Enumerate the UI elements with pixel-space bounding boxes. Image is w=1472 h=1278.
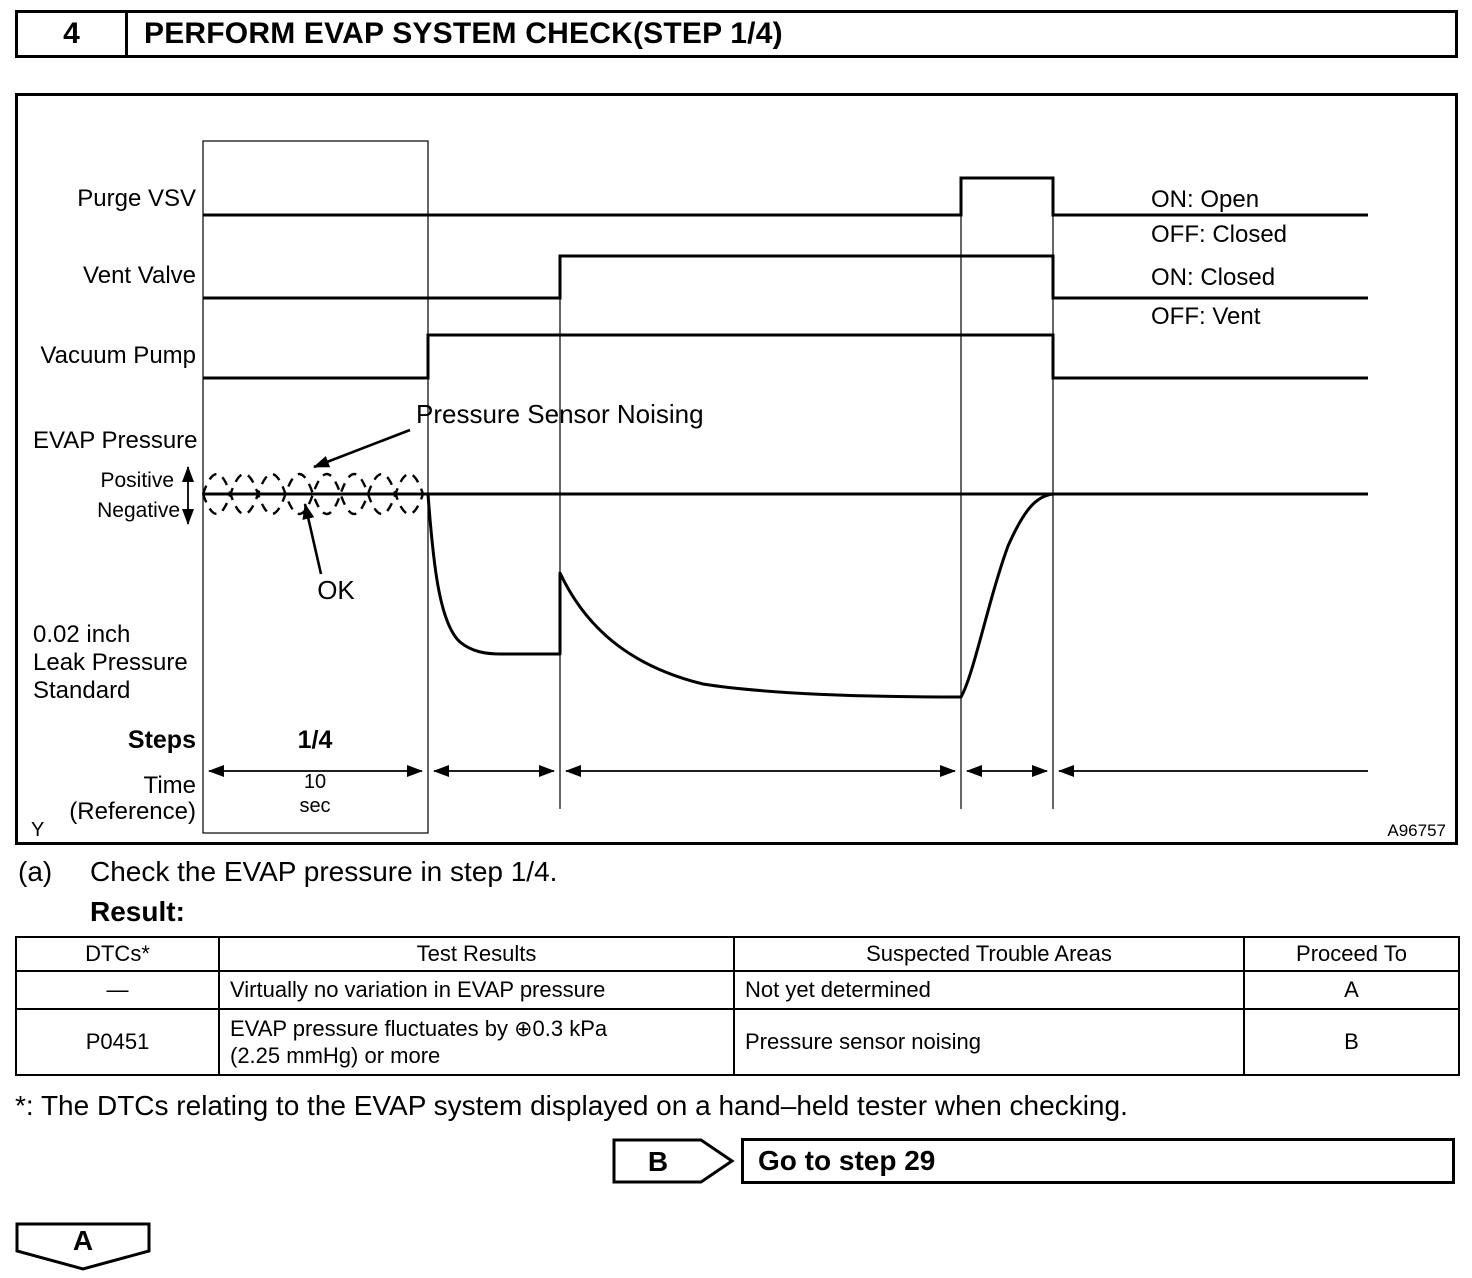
- corner-y-mark: Y: [31, 819, 44, 841]
- instruction-marker: (a): [18, 856, 53, 887]
- vent-valve-waveform: [203, 254, 1368, 300]
- steps-label: Steps: [128, 726, 196, 754]
- vacuum-pump-label: Vacuum Pump: [40, 342, 196, 369]
- cell-trouble-areas: Not yet determined: [733, 970, 1245, 1010]
- branch-b-connector: B: [612, 1138, 735, 1184]
- evap-pressure-label: EVAP Pressure: [33, 427, 198, 454]
- result-heading: Result:: [90, 896, 185, 927]
- step-header: 4 PERFORM EVAP SYSTEM CHECK(STEP 1/4): [15, 10, 1458, 58]
- leak-standard-line3: Standard: [33, 677, 130, 704]
- leak-standard-line2: Leak Pressure: [33, 649, 188, 676]
- noise-wave-b: [201, 473, 425, 515]
- col-header-test-results: Test Results: [218, 936, 735, 972]
- branch-a: A: [15, 1222, 151, 1272]
- figure-id: A96757: [1387, 821, 1446, 840]
- leak-standard-line1: 0.02 inch: [33, 621, 130, 648]
- purge-off-legend: OFF: Closed: [1151, 221, 1287, 248]
- vent-on-legend: ON: Closed: [1151, 264, 1275, 291]
- timing-diagram-svg: Purge VSV ON: Open OFF: Closed Vent Valv…: [31, 140, 1446, 841]
- step-number: 4: [18, 13, 128, 55]
- purge-vsv-label: Purge VSV: [77, 185, 196, 212]
- cell-test-results: EVAP pressure fluctuates by ⊕0.3 kPa (2.…: [218, 1008, 735, 1076]
- cell-trouble-areas: Pressure sensor noising: [733, 1008, 1245, 1076]
- branch-a-connector: A: [15, 1222, 151, 1271]
- instruction-a: (a) Check the EVAP pressure in step 1/4.: [18, 856, 557, 888]
- cell-test-results-text: EVAP pressure fluctuates by ⊕0.3 kPa (2.…: [230, 1015, 608, 1069]
- ok-arrow: [302, 503, 323, 575]
- cell-dtc: P0451: [15, 1008, 220, 1076]
- branch-b-letter: B: [648, 1146, 668, 1177]
- time-label-line1: Time: [144, 772, 196, 799]
- purge-on-legend: ON: Open: [1151, 186, 1259, 213]
- cell-dtc: —: [15, 970, 220, 1010]
- step-title: PERFORM EVAP SYSTEM CHECK(STEP 1/4): [144, 17, 783, 50]
- branch-b: B Go to step 29: [612, 1138, 1455, 1184]
- result-table-wrap: DTCs* Test Results Suspected Trouble Are…: [15, 936, 1460, 1076]
- purge-vsv-waveform: [203, 176, 1368, 217]
- step-column-box: [202, 140, 429, 834]
- instruction-text: Check the EVAP pressure in step 1/4.: [90, 856, 558, 887]
- col-header-trouble-areas: Suspected Trouble Areas: [733, 936, 1245, 972]
- col-header-dtcs: DTCs*: [15, 936, 220, 972]
- vent-valve-label: Vent Valve: [83, 262, 196, 289]
- table-row: P0451 EVAP pressure fluctuates by ⊕0.3 k…: [15, 1008, 1460, 1076]
- time-value-line1: 10: [304, 771, 326, 793]
- noise-wave-a: [201, 473, 425, 515]
- branch-a-pentagon: [15, 1222, 151, 1271]
- cell-test-results: Virtually no variation in EVAP pressure: [218, 970, 735, 1010]
- branch-b-pentagon: [612, 1138, 735, 1184]
- table-row: — Virtually no variation in EVAP pressur…: [15, 970, 1460, 1010]
- time-label-line2: (Reference): [69, 798, 196, 825]
- goto-step-box: Go to step 29: [741, 1138, 1455, 1184]
- vacuum-pump-waveform: [203, 333, 1368, 380]
- result-table: DTCs* Test Results Suspected Trouble Are…: [15, 936, 1460, 1076]
- col-header-proceed-to: Proceed To: [1243, 936, 1460, 972]
- evap-pressure-curve: [426, 492, 1368, 699]
- negative-label: Negative: [97, 499, 180, 522]
- noising-annotation: Pressure Sensor Noising: [416, 399, 704, 429]
- timing-diagram: Purge VSV ON: Open OFF: Closed Vent Valv…: [15, 93, 1458, 845]
- branch-a-letter: A: [73, 1225, 93, 1256]
- noising-arrow: [313, 428, 411, 469]
- positive-label: Positive: [100, 469, 174, 492]
- table-header-row: DTCs* Test Results Suspected Trouble Are…: [15, 936, 1460, 972]
- dtc-footnote: *: The DTCs relating to the EVAP system …: [15, 1090, 1128, 1121]
- vent-off-legend: OFF: Vent: [1151, 303, 1261, 330]
- time-value-line2: sec: [299, 795, 330, 817]
- cell-proceed: A: [1243, 970, 1460, 1010]
- cell-proceed: B: [1243, 1008, 1460, 1076]
- ok-annotation: OK: [317, 575, 355, 605]
- steps-value: 1/4: [298, 726, 333, 754]
